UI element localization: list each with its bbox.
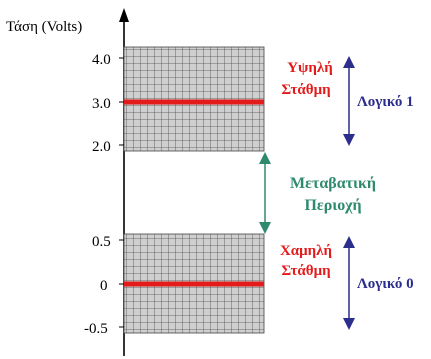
- high-level-label-line1: Υψηλή: [287, 60, 333, 76]
- high-level-label-line2: Στάθμη: [281, 82, 330, 98]
- low-level-label-line1: Χαμηλή: [280, 243, 332, 259]
- transition-label-line1: Μεταβατική: [290, 175, 376, 192]
- transition-label-line2: Περιοχή: [304, 197, 361, 214]
- logic-1-label: Λογικό 1: [357, 94, 414, 110]
- axis-label: Τάση (Volts): [6, 19, 82, 35]
- low-level-label-line2: Στάθμη: [281, 263, 330, 279]
- tick-label-2-0: 2.0: [92, 139, 111, 155]
- voltage-axis-arrowhead: [119, 8, 129, 22]
- tick-label-3-0: 3.0: [92, 96, 111, 112]
- tick-label-0-5: 0.5: [92, 234, 111, 250]
- tick-label-4-0: 4.0: [92, 52, 111, 68]
- logic-0-label: Λογικό 0: [357, 276, 414, 292]
- tick-label-neg-0-5: -0.5: [84, 321, 108, 337]
- tick-label-0: 0: [100, 278, 108, 294]
- high-level-band: [123, 46, 265, 152]
